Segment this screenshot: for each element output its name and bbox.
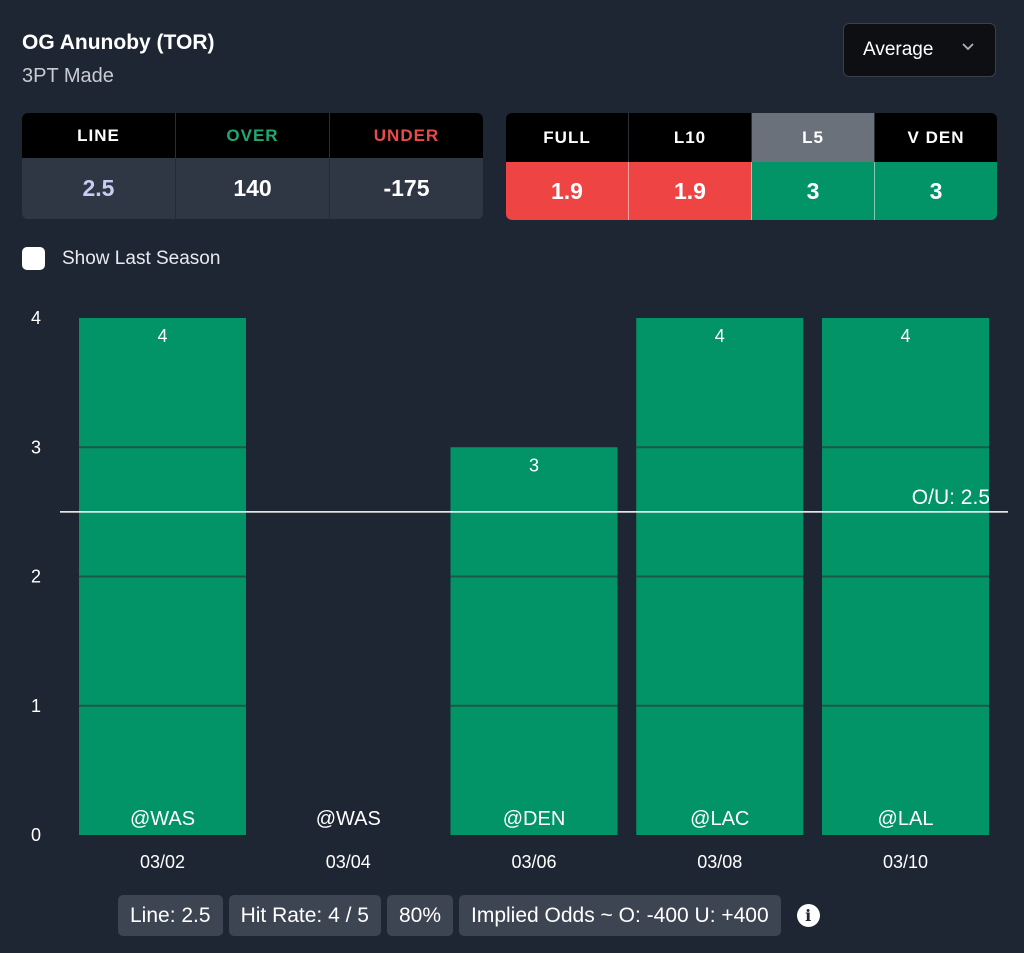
x-tick-label: 03/08 — [697, 852, 742, 872]
y-tick-label: 2 — [31, 567, 41, 587]
bar-chart: 0 1 2 3 4 4 @WAS 03/02 @WAS 03/04 3 @DEN 03/06 4 @LAC 0… — [31, 308, 1008, 872]
odds-value-under: -175 — [383, 175, 430, 201]
hit-rate-pill: Hit Rate: 4 / 5 — [228, 895, 381, 936]
y-tick-label: 3 — [31, 437, 41, 457]
tab-full[interactable]: FULL — [506, 113, 629, 162]
average-dropdown[interactable]: Average — [843, 23, 996, 77]
hit-percent-pill: 80% — [386, 895, 453, 936]
chevron-down-icon — [962, 43, 974, 51]
show-last-season-toggle[interactable]: Show Last Season — [22, 247, 220, 270]
bar-opponent-label: @LAC — [690, 808, 749, 830]
x-tick-label: 03/06 — [511, 852, 556, 872]
average-value-full: 1.9 — [506, 162, 629, 220]
show-last-season-label: Show Last Season — [62, 247, 221, 269]
bar-opponent-label: @WAS — [316, 808, 381, 830]
y-tick-label: 4 — [31, 308, 41, 328]
tab-l5[interactable]: L5 — [752, 113, 875, 162]
average-value-l10: 1.9 — [629, 162, 752, 220]
stat-type: 3PT Made — [22, 65, 114, 87]
tab-l10[interactable]: L10 — [629, 113, 752, 162]
odds-table: LINE OVER UNDER 2.5 140 -175 — [22, 113, 483, 219]
odds-value-line: 2.5 — [22, 158, 176, 219]
x-tick-label: 03/10 — [883, 852, 928, 872]
bar-value-label: 4 — [900, 326, 910, 346]
dropdown-selected: Average — [863, 39, 934, 60]
odds-header-under: UNDER — [373, 125, 440, 145]
tab-v-den[interactable]: V DEN — [875, 113, 997, 162]
bar-value-label: 4 — [157, 326, 167, 346]
y-tick-label: 1 — [31, 696, 41, 716]
odds-value-over: 140 — [176, 158, 330, 219]
averages-table: FULL L10 L5 V DEN 1.9 1.9 3 3 — [506, 113, 997, 220]
implied-odds-pill: Implied Odds ~ O: -400 U: +400 — [459, 895, 781, 936]
odds-header-over: OVER — [176, 113, 330, 158]
over-under-label: O/U: 2.5 — [912, 486, 990, 509]
player-name: OG Anunoby (TOR) — [22, 31, 215, 54]
bar-opponent-label: @WAS — [130, 808, 195, 830]
bar-opponent-label: @LAL — [878, 808, 934, 830]
bar — [450, 447, 618, 835]
show-last-season-checkbox[interactable] — [22, 247, 45, 270]
y-tick-label: 0 — [31, 825, 41, 845]
bar-value-label: 3 — [529, 455, 539, 475]
odds-header-line: LINE — [22, 113, 176, 158]
info-icon[interactable]: i — [796, 904, 820, 927]
bar-opponent-label: @DEN — [503, 808, 566, 830]
average-value-v-den: 3 — [875, 162, 997, 220]
x-tick-label: 03/02 — [140, 852, 185, 872]
bar-value-label: 4 — [715, 326, 725, 346]
x-tick-label: 03/04 — [326, 852, 371, 872]
summary-footer: Line: 2.5 Hit Rate: 4 / 5 80% Implied Odds … — [118, 895, 820, 936]
average-value-l5: 3 — [752, 162, 875, 220]
line-pill: Line: 2.5 — [118, 895, 223, 936]
